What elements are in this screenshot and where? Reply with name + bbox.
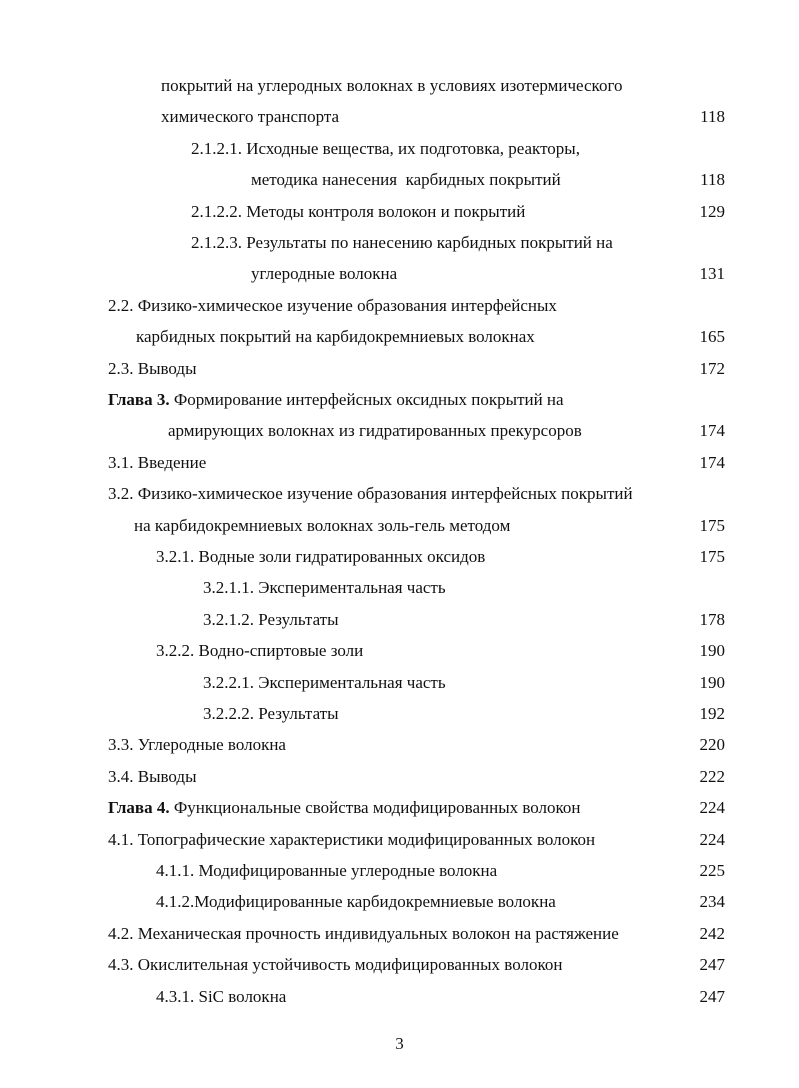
- toc-entry: 3.3. Углеродные волокна 220: [0, 735, 799, 759]
- toc-entry: 4.2. Механическая прочность индивидуальн…: [0, 924, 799, 948]
- toc-entry: Глава 4. Функциональные свойства модифиц…: [0, 798, 799, 822]
- toc-entry: 4.3. Окислительная устойчивость модифици…: [0, 955, 799, 979]
- toc-entry-title: 4.2. Механическая прочность индивидуальн…: [108, 923, 619, 943]
- chapter-label: Глава 4.: [108, 798, 170, 818]
- toc-entry-title: 3.2.1.2. Результаты: [203, 609, 339, 629]
- toc-entry-title: 3.1. Введение: [108, 452, 207, 472]
- toc-entry-title: 4.1. Топографические характеристики моди…: [108, 829, 596, 849]
- toc-entry: 3.2.2.2. Результаты 192: [0, 704, 799, 728]
- toc-entry-page: 165: [699, 327, 726, 347]
- toc-entry: Глава 3. Формирование интерфейсных оксид…: [0, 390, 799, 414]
- toc-entry-page: 247: [699, 955, 726, 975]
- toc-entry: 4.3.1. SiC волокна 247: [0, 987, 799, 1011]
- toc-entry-title: 4.1.2.Модифицированные карбидокремниевые…: [156, 892, 556, 912]
- toc-entry: 4.1.1. Модифицированные углеродные волок…: [0, 861, 799, 885]
- toc-entry-page: 175: [699, 547, 726, 566]
- toc-entry-title: методика нанесения карбидных покрытий: [251, 170, 561, 190]
- toc-entry-title: 2.3. Выводы: [108, 358, 197, 378]
- toc-entry: 3.2. Физико-химическое изучение образова…: [0, 484, 799, 508]
- toc-entry-page: 247: [699, 986, 726, 1006]
- toc-entry: 2.2. Физико-химическое изучение образова…: [0, 296, 799, 320]
- page-number: 3: [395, 1034, 404, 1053]
- toc-entry-title: на карбидокремниевых волокнах золь-гель …: [134, 515, 511, 535]
- toc-entry-page: 190: [699, 641, 726, 661]
- toc-entry-title: 3.2.2. Водно-спиртовые золи: [156, 641, 364, 661]
- toc-entry-title: 2.2. Физико-химическое изучение образова…: [108, 295, 557, 315]
- toc-entry: 3.4. Выводы 222: [0, 767, 799, 791]
- toc-entry-title: 3.2.2.2. Результаты: [203, 704, 339, 723]
- toc-entry: 3.2.1.1. Экспериментальная часть: [0, 578, 799, 602]
- toc-entry-title: карбидных покрытий на карбидокремниевых …: [136, 327, 535, 347]
- toc-entry-title: 2.1.2.3. Результаты по нанесению карбидн…: [191, 233, 613, 252]
- toc-entry-title: 3.3. Углеродные волокна: [108, 735, 286, 755]
- toc-entry-page: 234: [699, 892, 726, 912]
- toc-entry-title: 3.2.1. Водные золи гидратированных оксид…: [156, 547, 486, 566]
- toc-entry-page: 178: [699, 609, 726, 629]
- toc-entry-page: 225: [699, 861, 726, 880]
- toc-entry-page: 224: [699, 829, 726, 849]
- toc-entry: покрытий на углеродных волокнах в услови…: [0, 76, 799, 100]
- toc-entry-title: Глава 3. Формирование интерфейсных оксид…: [108, 390, 564, 410]
- toc-entry-page: 129: [699, 201, 726, 221]
- toc-entry: карбидных покрытий на карбидокремниевых …: [0, 327, 799, 351]
- toc-entry-title: 3.2.1.1. Экспериментальная часть: [203, 578, 446, 598]
- toc-entry: химического транспорта 118: [0, 107, 799, 131]
- toc-entry-page: 172: [699, 358, 726, 378]
- toc-entry-page: 118: [700, 107, 725, 127]
- toc-entry-title: 4.3.1. SiC волокна: [156, 986, 287, 1006]
- toc-entry-title: 2.1.2.1. Исходные вещества, их подготовк…: [191, 138, 580, 158]
- toc-entry-page: 222: [699, 766, 726, 786]
- toc-entry: методика нанесения карбидных покрытий 118: [0, 170, 799, 194]
- toc-entry-page: 224: [699, 798, 726, 818]
- toc-entry-page: 220: [699, 735, 726, 755]
- chapter-title: Формирование интерфейсных оксидных покры…: [169, 390, 564, 409]
- toc-entry-title: покрытий на углеродных волокнах в услови…: [161, 76, 623, 95]
- toc-entry-title: 4.3. Окислительная устойчивость модифици…: [108, 955, 563, 975]
- toc-entry-title: армирующих волокнах из гидратированных п…: [168, 421, 582, 441]
- toc-entry-title: 3.2.2.1. Экспериментальная часть: [203, 672, 446, 692]
- toc-entry-title: 3.4. Выводы: [108, 766, 197, 786]
- toc-entry: 2.1.2.3. Результаты по нанесению карбидн…: [0, 233, 799, 257]
- toc-entry: 3.2.2. Водно-спиртовые золи 190: [0, 641, 799, 665]
- toc-entry: 4.1. Топографические характеристики моди…: [0, 830, 799, 854]
- toc-entry: на карбидокремниевых волокнах золь-гель …: [0, 516, 799, 540]
- toc-entry: 2.1.2.2. Методы контроля волокон и покры…: [0, 202, 799, 226]
- toc-entry-title: 3.2. Физико-химическое изучение образова…: [108, 484, 633, 504]
- toc-entry: 2.1.2.1. Исходные вещества, их подготовк…: [0, 139, 799, 163]
- toc-entry: 2.3. Выводы 172: [0, 359, 799, 383]
- toc-entry-page: 174: [699, 452, 726, 472]
- toc-entry-title: углеродные волокна: [251, 264, 398, 284]
- toc-entry-page: 242: [699, 923, 726, 943]
- toc-entry: 3.2.1. Водные золи гидратированных оксид…: [0, 547, 799, 571]
- toc-entry-page: 118: [700, 170, 725, 190]
- toc-entry-title: Глава 4. Функциональные свойства модифиц…: [108, 798, 581, 818]
- toc-entry-page: 192: [699, 704, 726, 723]
- toc-entry-title: химического транспорта: [161, 107, 340, 127]
- chapter-label: Глава 3.: [108, 390, 170, 409]
- toc-entry: армирующих волокнах из гидратированных п…: [0, 421, 799, 445]
- toc-entry-title: 2.1.2.2. Методы контроля волокон и покры…: [191, 201, 526, 221]
- toc-entry-title: 4.1.1. Модифицированные углеродные волок…: [156, 861, 498, 880]
- toc-entry: 4.1.2.Модифицированные карбидокремниевые…: [0, 892, 799, 916]
- toc-entry-page: 131: [699, 264, 726, 284]
- toc-entry: углеродные волокна 131: [0, 264, 799, 288]
- toc-entry-page: 190: [699, 672, 726, 692]
- toc-entry: 3.2.2.1. Экспериментальная часть 190: [0, 673, 799, 697]
- toc-entry: 3.1. Введение 174: [0, 453, 799, 477]
- chapter-title: Функциональные свойства модифицированных…: [169, 798, 581, 818]
- toc-entry: 3.2.1.2. Результаты 178: [0, 610, 799, 634]
- toc-entry-page: 175: [699, 515, 726, 535]
- toc-entry-page: 174: [699, 421, 726, 441]
